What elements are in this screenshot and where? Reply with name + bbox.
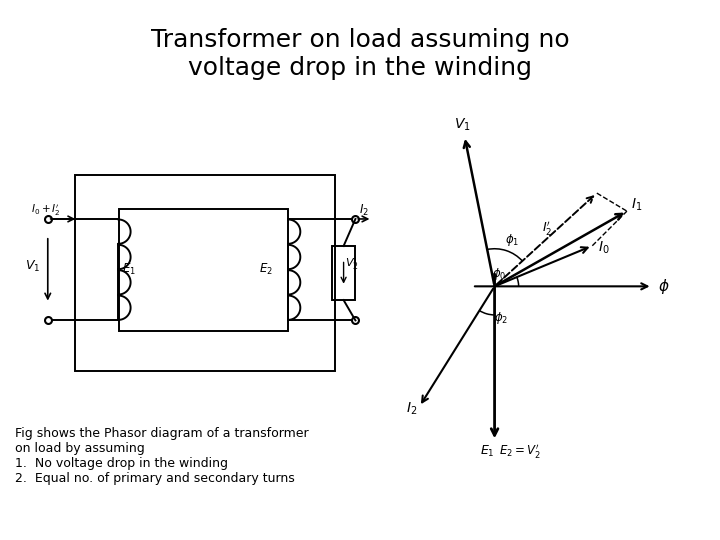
Text: $I_0$: $I_0$ <box>598 240 610 256</box>
Text: $E_1$: $E_1$ <box>480 444 494 459</box>
Text: $I_1$: $I_1$ <box>631 196 643 213</box>
Text: $\phi_2$: $\phi_2$ <box>495 310 508 326</box>
Text: $V_1$: $V_1$ <box>25 259 40 274</box>
Text: $I_2^{\prime}$: $I_2^{\prime}$ <box>542 219 552 237</box>
Text: $E_2 = V_2^{\prime}$: $E_2 = V_2^{\prime}$ <box>499 442 541 460</box>
Text: Transformer on load assuming no
voltage drop in the winding: Transformer on load assuming no voltage … <box>150 28 570 80</box>
Text: Fig shows the Phasor diagram of a transformer
on load by assuming
1.  No voltage: Fig shows the Phasor diagram of a transf… <box>15 427 309 485</box>
Text: $\phi$: $\phi$ <box>659 277 670 296</box>
Text: $I_0+ I_2^{\prime}$: $I_0+ I_2^{\prime}$ <box>31 202 60 218</box>
Text: $V_2^{\prime}$: $V_2^{\prime}$ <box>346 255 359 272</box>
Text: $E_2$: $E_2$ <box>259 262 273 277</box>
Text: $I_2$: $I_2$ <box>406 401 417 417</box>
Text: $V_1$: $V_1$ <box>454 117 471 133</box>
Text: $E_1$: $E_1$ <box>122 262 135 277</box>
Text: $I_2$: $I_2$ <box>359 203 369 218</box>
Text: $\phi_1$: $\phi_1$ <box>505 232 519 248</box>
Text: $\phi_0$: $\phi_0$ <box>492 266 507 282</box>
